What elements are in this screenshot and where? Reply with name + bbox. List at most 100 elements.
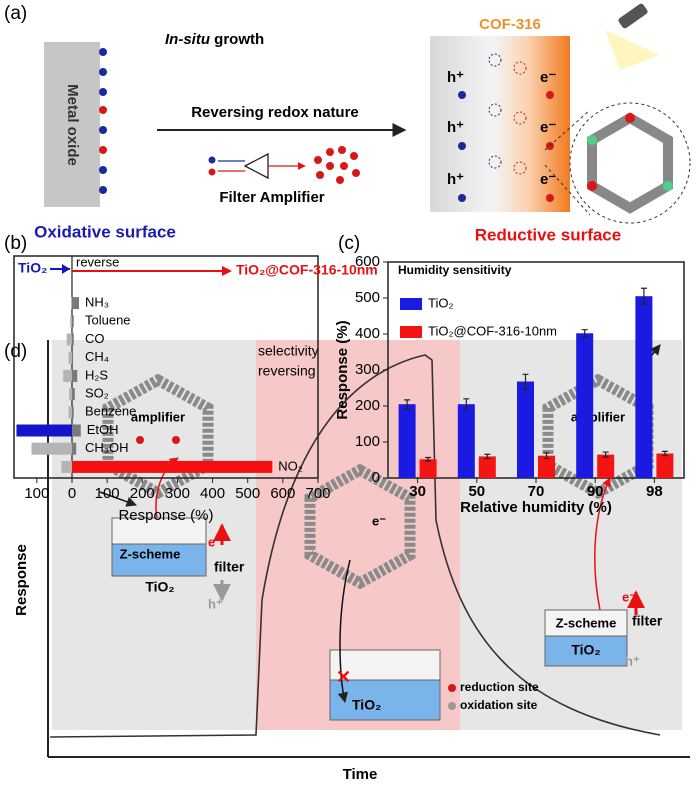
x-tick-label: 90	[587, 483, 604, 500]
bar	[517, 381, 534, 478]
z-scheme: Z-scheme	[120, 546, 181, 561]
bar	[597, 454, 615, 478]
electron: e⁻	[540, 69, 556, 86]
panel-d: (d) Response Time selectivity reversing …	[4, 340, 690, 783]
surface-dots	[99, 48, 107, 194]
arrow-text: Reversing redox nature	[191, 104, 359, 121]
bar	[71, 351, 74, 364]
bar	[71, 442, 77, 455]
category-label: NH₃	[85, 295, 109, 310]
error-bar	[522, 373, 529, 390]
bar	[16, 424, 72, 437]
bar	[576, 333, 594, 478]
electron: e⁻	[540, 171, 556, 188]
z-scheme: Z-scheme	[556, 615, 617, 630]
x-tick-label: 300	[165, 485, 190, 502]
tio2-layer	[111, 543, 207, 577]
category-label: CH₃OH	[85, 440, 129, 455]
tio2-label: TiO₂	[145, 579, 174, 595]
x-tick-label: 700	[305, 485, 330, 502]
reductive-surface: Reductive surface	[475, 225, 621, 244]
y-tick-label: 0	[372, 469, 380, 486]
cof-ring	[102, 373, 214, 500]
error-bar	[581, 329, 588, 338]
category-label: EtOH	[87, 422, 119, 437]
legend-text: oxidation site	[460, 698, 538, 712]
bar	[71, 297, 72, 310]
category-label: CO	[85, 331, 105, 346]
bar	[71, 460, 273, 473]
y-tick-label: 400	[355, 325, 380, 342]
legend-arrowhead	[61, 264, 70, 274]
y-tick-label: 200	[355, 397, 380, 414]
cof-ring	[304, 463, 416, 590]
panel-label: (b)	[4, 233, 27, 254]
x-tick-label: 600	[270, 485, 295, 502]
lamp	[605, 3, 660, 70]
bar	[71, 388, 75, 401]
legend-label: TiO₂@COF-316-10nm	[236, 262, 378, 278]
cof-slab	[430, 36, 570, 212]
legend-dot	[448, 702, 456, 710]
bar	[457, 404, 475, 478]
blocked-path	[337, 559, 351, 704]
panel-label: (d)	[4, 341, 27, 362]
filter-layer	[329, 649, 441, 681]
error-bar	[404, 399, 411, 410]
x-tick-label: 400	[200, 485, 225, 502]
legend-swatch	[400, 326, 422, 338]
category-label: NO₂	[278, 458, 303, 473]
hole: h⁺	[447, 69, 464, 86]
category-label: Toluene	[85, 313, 131, 328]
bar	[70, 315, 72, 328]
legend-label: TiO₂	[428, 295, 454, 310]
y-label: Response (%)	[334, 320, 351, 419]
bar	[419, 459, 437, 478]
x-tick-label: 100	[24, 485, 49, 502]
metal-oxide-label: Metal oxide	[64, 84, 81, 166]
filter-layer	[544, 609, 628, 637]
gas-arrow	[99, 491, 137, 507]
y-tick-label: 500	[355, 289, 380, 306]
error-bar	[661, 450, 668, 457]
bar	[66, 333, 72, 346]
bar	[63, 369, 72, 382]
bar	[71, 333, 74, 346]
legend-label: TiO₂	[18, 260, 47, 276]
x-tick-label: 100	[95, 485, 120, 502]
bar	[68, 406, 72, 419]
amplifier-symbol	[208, 146, 360, 184]
electron: e⁻	[622, 589, 636, 604]
bar	[635, 296, 653, 478]
charge-carriers: h⁺ h⁺ h⁺ e⁻ e⁻ e⁻	[447, 53, 556, 202]
bar	[31, 442, 72, 455]
y-tick-label: 600	[355, 253, 380, 270]
bar	[61, 460, 72, 473]
reversing-text: selectivity	[258, 343, 319, 359]
bar	[656, 453, 674, 478]
annotation: Humidity sensitivity	[398, 263, 512, 277]
x-tick-label: 50	[468, 483, 485, 500]
bar	[68, 351, 72, 364]
error-bar	[484, 453, 491, 460]
bar	[71, 315, 74, 328]
metal-oxide-block	[44, 42, 100, 207]
x-label: Time	[343, 766, 378, 783]
legend-swatch	[400, 298, 422, 310]
electron: e⁻	[372, 513, 386, 528]
x-tick-label: 70	[528, 483, 545, 500]
error-bar	[640, 287, 647, 305]
bar	[71, 424, 81, 437]
hole: h⁺	[447, 119, 464, 136]
bar	[398, 404, 416, 478]
filter-amplifier: Filter Amplifier	[219, 189, 324, 206]
bar	[538, 455, 555, 478]
x-tick-label: 200	[130, 485, 155, 502]
bar	[71, 369, 78, 382]
tio2-label: TiO₂	[352, 697, 381, 713]
panel-label: (c)	[338, 233, 360, 254]
annotation: reverse	[76, 254, 119, 269]
bar	[71, 297, 80, 310]
amplifier-label: amplifier	[131, 409, 185, 424]
